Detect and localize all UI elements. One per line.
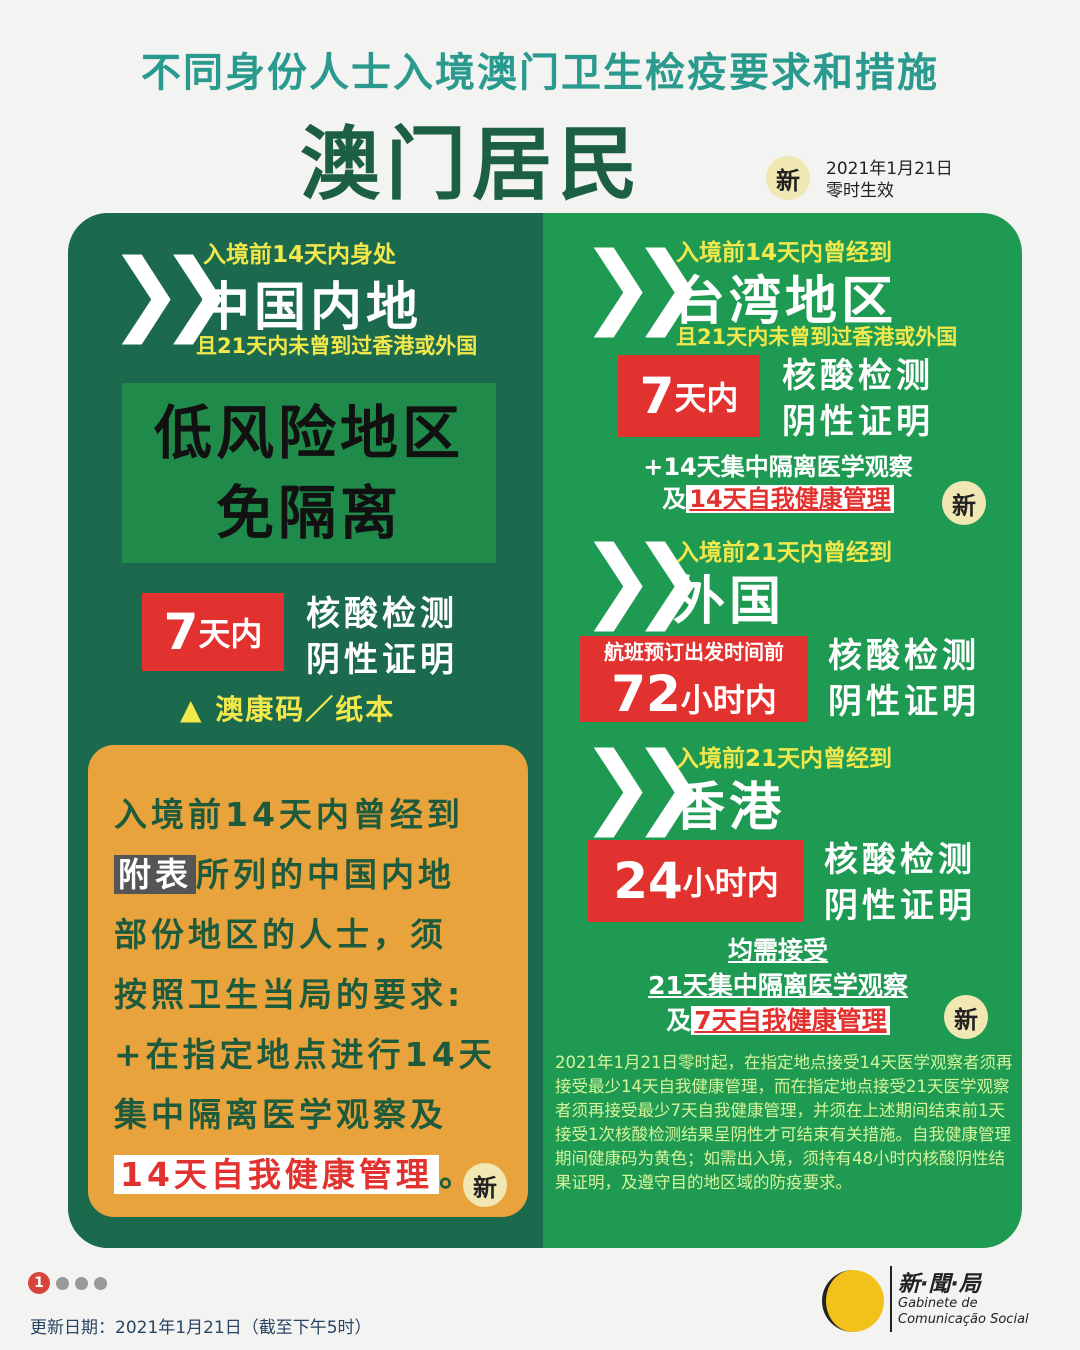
orange-line: 集中隔离医学观察及 xyxy=(114,1095,447,1134)
mainland-pre: 入境前14天内身处 xyxy=(203,242,397,268)
self-health-highlight: 14天自我健康管理 xyxy=(114,1155,439,1194)
quarantine-note: +14天集中隔离医学观察 xyxy=(643,453,913,481)
orange-line: 所列的中国内地 xyxy=(196,855,455,894)
test-label-2: 阴性证明 xyxy=(306,640,458,680)
test-unit: 天内 xyxy=(198,615,263,653)
page-dot[interactable] xyxy=(75,1276,88,1290)
health-code-note: ▲ 澳康码／纸本 xyxy=(180,693,396,726)
quarantine-free-line: 免隔离 xyxy=(215,479,402,547)
gcs-logo: 新·聞·局 Gabinete de Comunicação Social xyxy=(800,1262,1060,1338)
special-areas-box: 入境前14天内曾经到 附表 所列的中国内地 部份地区的人士，须 按照卫生当局的要求… xyxy=(88,745,528,1217)
logo-mark-icon xyxy=(822,1270,884,1332)
orange-line: 入境前14天内曾经到 xyxy=(114,795,464,834)
low-risk-box: 低风险地区 免隔离 xyxy=(122,383,496,563)
chevron-icon: ❯❯ xyxy=(580,733,707,838)
test-num: 72 xyxy=(611,664,681,723)
taiwan-region: 台湾地区 xyxy=(673,272,898,332)
page-title: 澳门居民 xyxy=(300,118,644,211)
new-badge: 新 xyxy=(944,995,988,1039)
new-badge: 新 xyxy=(942,481,986,525)
orange-line: 按照卫生当局的要求: xyxy=(114,975,465,1014)
test-unit: 小时内 xyxy=(682,864,779,902)
test-pre: 航班预订出发时间前 xyxy=(604,639,784,664)
hk-region: 香港 xyxy=(673,778,786,838)
foreign-region: 外国 xyxy=(673,572,786,632)
test-window-badge: 航班预订出发时间前 72小时内 xyxy=(580,636,808,723)
taiwan-pre: 入境前14天内曾经到 xyxy=(676,240,893,266)
chevron-icon: ❯❯ xyxy=(580,233,707,338)
quarantine-note: 21天集中隔离医学观察 xyxy=(648,971,908,1000)
self-health-highlight: 14天自我健康管理 xyxy=(686,485,894,513)
test-window-badge: 7 天内 xyxy=(618,355,760,437)
test-label: 核酸检测 xyxy=(828,636,980,676)
orange-line: 部份地区的人士，须 xyxy=(114,915,447,954)
test-label: 核酸检测 xyxy=(782,356,934,396)
effective-time-text: 零时生效 xyxy=(826,181,894,201)
supertitle: 不同身份人士入境澳门卫生检疫要求和措施 xyxy=(141,50,939,96)
test-label-2: 阴性证明 xyxy=(824,886,976,926)
mainland-section: ❯❯ 入境前14天内身处 中国内地 且21天内未曾到过香港或外国 低风险地区 免… xyxy=(68,213,543,1248)
test-unit: 小时内 xyxy=(680,680,777,719)
orange-line: +在指定地点进行14天 xyxy=(114,1035,496,1074)
page-indicator: 1 xyxy=(28,1272,107,1294)
effective-date: 2021年1月21日 零时生效 xyxy=(826,158,953,202)
effective-date-text: 2021年1月21日 xyxy=(826,159,953,179)
info-panel: ❯❯ 入境前14天内身处 中国内地 且21天内未曾到过香港或外国 低风险地区 免… xyxy=(68,213,1022,1248)
test-num: 7 xyxy=(163,603,199,661)
test-num: 7 xyxy=(639,367,675,425)
low-risk-line: 低风险地区 xyxy=(153,399,464,467)
new-badge: 新 xyxy=(766,156,810,200)
logo-text: 新·聞·局 xyxy=(898,1272,981,1297)
test-window-badge: 7 天内 xyxy=(142,593,284,671)
test-window-badge: 24 小时内 xyxy=(588,840,804,922)
test-label: 核酸检测 xyxy=(306,594,458,634)
test-label: 核酸检测 xyxy=(824,840,976,880)
logo-text: Comunicação Social xyxy=(898,1312,1029,1327)
appendix-link[interactable]: 附表 xyxy=(114,855,196,894)
quarantine-note: 均需接受 xyxy=(727,936,828,965)
test-label-2: 阴性证明 xyxy=(828,682,980,722)
taiwan-cond: 且21天内未曾到过香港或外国 xyxy=(676,325,958,349)
page-dot-active[interactable]: 1 xyxy=(28,1272,50,1294)
foreign-pre: 入境前21天内曾经到 xyxy=(676,540,893,566)
test-label-2: 阴性证明 xyxy=(782,402,934,442)
self-health-highlight: 7天自我健康管理 xyxy=(691,1006,890,1035)
logo-text: Gabinete de xyxy=(898,1296,978,1311)
page-dot[interactable] xyxy=(56,1276,69,1290)
and: 及 xyxy=(666,1006,692,1035)
test-unit: 天内 xyxy=(674,379,739,417)
fine-print: 2021年1月21日零时起，在指定地点接受14天医学观察者须再接受最少14天自我… xyxy=(555,1053,1013,1192)
mainland-region: 中国内地 xyxy=(198,278,423,338)
update-date: 更新日期：2021年1月21日（截至下午5时） xyxy=(30,1318,372,1338)
chevron-icon: ❯❯ xyxy=(108,240,235,345)
test-num: 24 xyxy=(613,852,683,910)
new-badge: 新 xyxy=(463,1163,507,1207)
hk-pre: 入境前21天内曾经到 xyxy=(676,746,893,772)
mainland-cond: 且21天内未曾到过香港或外国 xyxy=(196,334,478,358)
chevron-icon: ❯❯ xyxy=(580,527,707,632)
page-dot[interactable] xyxy=(94,1276,107,1290)
and: 及 xyxy=(662,485,687,513)
